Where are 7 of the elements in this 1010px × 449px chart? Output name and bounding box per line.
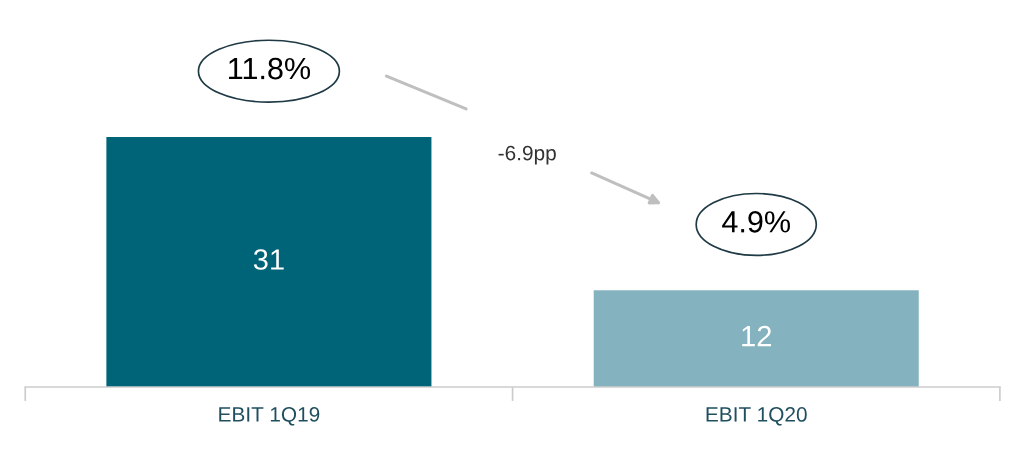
annotation: -6.9pp (498, 145, 556, 165)
annotation: 4.9% (722, 211, 790, 233)
x-tick-label: EBIT 1Q20 (706, 407, 807, 426)
data-label: 12 (742, 325, 771, 347)
x-tick-label: EBIT 1Q19 (219, 407, 320, 426)
data-label: 31 (253, 249, 284, 270)
text: 11.8% (229, 57, 311, 80)
